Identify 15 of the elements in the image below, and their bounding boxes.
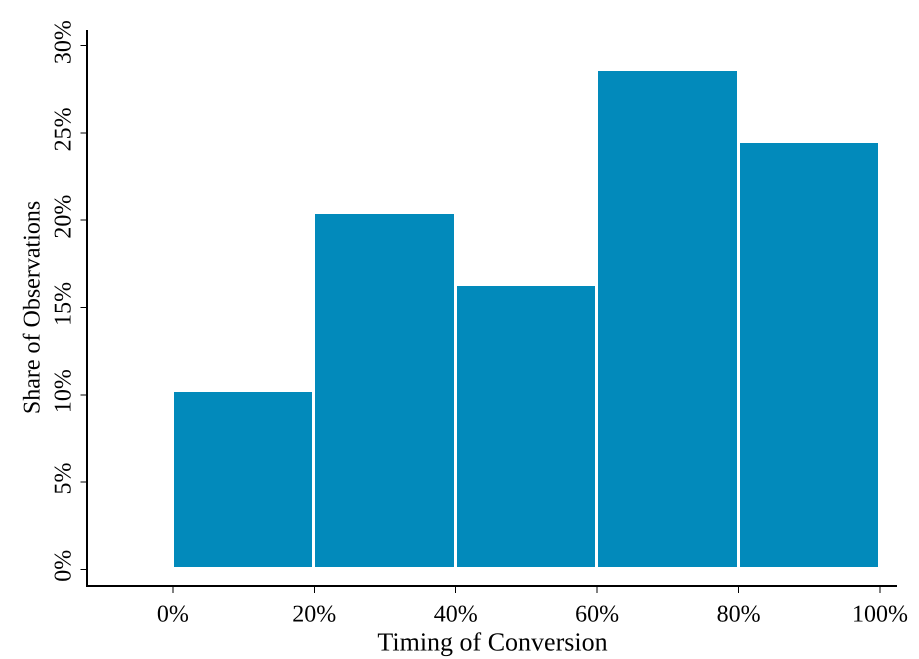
y-axis-title: Share of Observations bbox=[19, 200, 46, 414]
x-tick-label: 60% bbox=[575, 602, 620, 628]
y-tick-label: 20% bbox=[50, 194, 77, 239]
x-tick-label: 100% bbox=[852, 602, 908, 628]
y-tick-label: 5% bbox=[50, 462, 77, 494]
y-tick-label: 30% bbox=[50, 20, 77, 64]
y-tick-label: 15% bbox=[50, 282, 77, 326]
y-tick-label: 0% bbox=[50, 550, 77, 582]
y-tick-label: 25% bbox=[50, 107, 77, 152]
x-tick-label: 40% bbox=[434, 602, 478, 628]
x-tick-label: 20% bbox=[292, 602, 336, 628]
y-tick-label: 10% bbox=[50, 369, 77, 414]
x-tick-label: 0% bbox=[156, 602, 189, 628]
x-tick-label: 80% bbox=[716, 602, 761, 628]
x-axis-title: Timing of Conversion bbox=[377, 628, 608, 657]
